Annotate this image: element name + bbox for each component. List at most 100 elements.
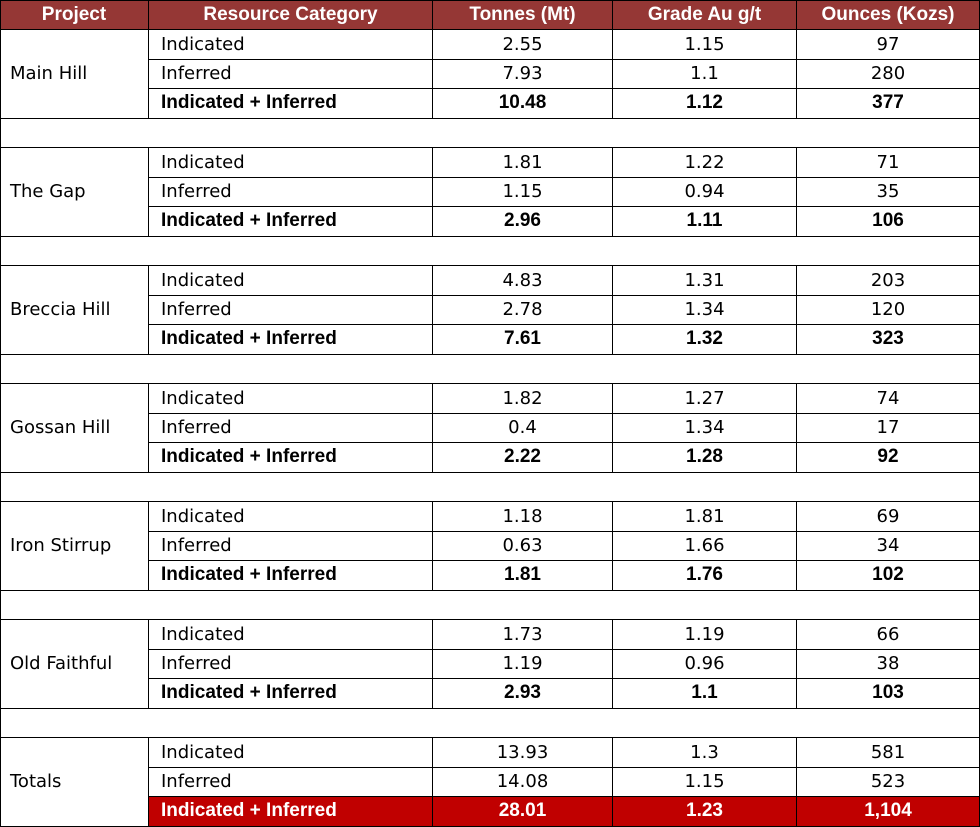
category-cell: Indicated + Inferred xyxy=(149,443,433,473)
cell-text: 69 xyxy=(876,505,900,527)
value-cell: 1.22 xyxy=(613,148,797,178)
cell-text: 35 xyxy=(876,181,900,203)
cell-text: Main Hill xyxy=(10,63,88,85)
cell-text: 0.94 xyxy=(684,181,725,203)
cell-text: 38 xyxy=(876,653,900,675)
cell-text: 2.78 xyxy=(502,299,543,321)
value-cell: 1.12 xyxy=(613,89,797,119)
value-cell: 2.96 xyxy=(433,207,613,237)
category-cell: Inferred xyxy=(149,413,433,443)
cell-text: Indicated xyxy=(161,741,245,763)
cell-text: 1.81 xyxy=(684,505,725,527)
cell-text: 1.11 xyxy=(686,210,723,232)
cell-text: 28.01 xyxy=(498,800,547,822)
value-cell: 92 xyxy=(797,443,980,473)
category-cell: Indicated + Inferred xyxy=(149,89,433,119)
cell-text: Indicated xyxy=(161,151,245,173)
value-cell: 1.34 xyxy=(613,295,797,325)
value-cell: 1.31 xyxy=(613,266,797,296)
cell-text: Iron Stirrup xyxy=(10,535,112,557)
value-cell: 0.96 xyxy=(613,649,797,679)
cell-text: 581 xyxy=(870,741,906,763)
cell-text: Totals xyxy=(10,771,62,793)
header-cell: Ounces (Kozs) xyxy=(797,0,980,30)
value-cell: 1.32 xyxy=(613,325,797,355)
cell-text: 1.31 xyxy=(684,269,725,291)
value-cell: 103 xyxy=(797,679,980,709)
cell-text: Inferred xyxy=(161,417,232,439)
cell-text: Breccia Hill xyxy=(10,299,111,321)
value-cell: 1.81 xyxy=(433,148,613,178)
cell-text: Inferred xyxy=(161,771,232,793)
cell-text: Old Faithful xyxy=(10,653,113,675)
cell-text: 0.96 xyxy=(684,653,725,675)
cell-text: Indicated xyxy=(161,505,245,527)
value-cell: 35 xyxy=(797,177,980,207)
value-cell: 10.48 xyxy=(433,89,613,119)
cell-text: 7.93 xyxy=(502,63,543,85)
cell-text: 377 xyxy=(872,92,904,114)
cell-text: Indicated + Inferred xyxy=(161,800,337,822)
value-cell: 0.63 xyxy=(433,531,613,561)
cell-text: Indicated xyxy=(161,269,245,291)
cell-text: Ounces (Kozs) xyxy=(821,3,955,25)
value-cell: 1.15 xyxy=(613,30,797,60)
value-cell: 1.23 xyxy=(613,797,797,827)
cell-text: 2.93 xyxy=(504,682,541,704)
category-cell: Indicated + Inferred xyxy=(149,325,433,355)
value-cell: 7.61 xyxy=(433,325,613,355)
cell-text: 1.32 xyxy=(686,328,723,350)
category-cell: Indicated xyxy=(149,620,433,650)
category-cell: Indicated + Inferred xyxy=(149,561,433,591)
value-cell: 1.1 xyxy=(613,59,797,89)
cell-text: 1.66 xyxy=(684,535,725,557)
cell-text: Indicated xyxy=(161,623,245,645)
cell-text: 1.19 xyxy=(684,623,725,645)
spacer-row xyxy=(0,708,980,738)
value-cell: 74 xyxy=(797,384,980,414)
cell-text: 102 xyxy=(872,564,904,586)
value-cell: 102 xyxy=(797,561,980,591)
cell-text: 1.12 xyxy=(686,92,723,114)
cell-text: 0.4 xyxy=(508,417,537,439)
cell-text: 1.28 xyxy=(686,446,723,468)
value-cell: 1.18 xyxy=(433,502,613,532)
spacer-row xyxy=(0,472,980,502)
value-cell: 0.94 xyxy=(613,177,797,207)
cell-text: 1.19 xyxy=(502,653,543,675)
category-cell: Indicated xyxy=(149,266,433,296)
category-cell: Inferred xyxy=(149,767,433,797)
value-cell: 1.15 xyxy=(613,767,797,797)
cell-text: 203 xyxy=(870,269,906,291)
value-cell: 97 xyxy=(797,30,980,60)
value-cell: 1.76 xyxy=(613,561,797,591)
header-cell: Resource Category xyxy=(149,0,433,30)
cell-text: 1.1 xyxy=(691,682,718,704)
project-cell: Old Faithful xyxy=(0,620,149,709)
cell-text: 323 xyxy=(872,328,904,350)
cell-text: 1.23 xyxy=(686,800,723,822)
value-cell: 4.83 xyxy=(433,266,613,296)
category-cell: Inferred xyxy=(149,295,433,325)
category-cell: Inferred xyxy=(149,177,433,207)
value-cell: 280 xyxy=(797,59,980,89)
cell-text: 34 xyxy=(876,535,900,557)
category-cell: Inferred xyxy=(149,59,433,89)
cell-text: 17 xyxy=(876,417,900,439)
cell-text: 1.1 xyxy=(690,63,719,85)
cell-text: 103 xyxy=(872,682,904,704)
cell-text: 66 xyxy=(876,623,900,645)
value-cell: 71 xyxy=(797,148,980,178)
spacer-row xyxy=(0,590,980,620)
cell-text: 71 xyxy=(876,151,900,173)
value-cell: 1.81 xyxy=(433,561,613,591)
value-cell: 14.08 xyxy=(433,767,613,797)
cell-text: 523 xyxy=(870,771,906,793)
cell-text: 1.27 xyxy=(684,387,725,409)
value-cell: 38 xyxy=(797,649,980,679)
cell-text: 10.48 xyxy=(498,92,547,114)
project-cell: The Gap xyxy=(0,148,149,237)
cell-text: 14.08 xyxy=(496,771,549,793)
cell-text: Indicated + Inferred xyxy=(161,328,337,350)
category-cell: Indicated + Inferred xyxy=(149,797,433,827)
